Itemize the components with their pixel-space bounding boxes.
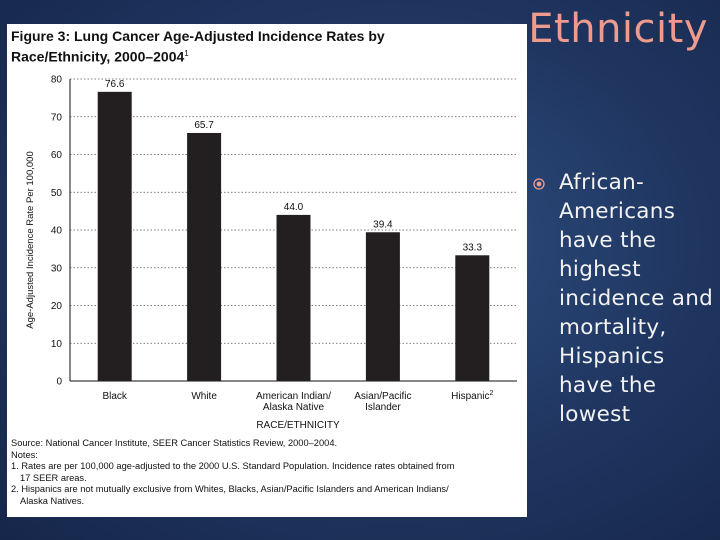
notes-heading: Notes: [11, 449, 38, 460]
circle-bullet-icon [533, 178, 545, 190]
y-tick-label: 20 [51, 301, 63, 312]
bar [365, 232, 400, 381]
figure-panel: Figure 3: Lung Cancer Age-Adjusted Incid… [7, 24, 527, 517]
x-tick-label: White [191, 391, 217, 402]
note-1-line1: 1. Rates are per 100,000 age-adjusted to… [11, 461, 455, 472]
x-tick-label: Hispanic2 [451, 390, 493, 402]
y-tick-label: 80 [51, 75, 63, 86]
data-label: 65.7 [194, 120, 214, 131]
y-tick-label: 60 [51, 150, 63, 161]
bullet-text: African-Americans have the highest incid… [559, 170, 714, 427]
y-axis-label: Age-Adjusted Incidence Rate Per 100,000 [25, 151, 36, 328]
source-note: Source: National Cancer Institute, SEER … [11, 438, 338, 448]
bar-chart: 0 10 20 30 40 50 60 70 80 76.6 Black 65.7 White 44.0 A… [25, 75, 517, 431]
y-tick-label: 40 [51, 226, 63, 237]
x-tick-label: Black [102, 391, 127, 402]
y-tick-label: 10 [51, 339, 63, 350]
y-tick-label: 30 [51, 263, 63, 274]
bar [187, 132, 222, 381]
bar [276, 214, 311, 381]
y-tick-label: 0 [56, 377, 62, 388]
data-label: 44.0 [284, 202, 304, 213]
x-tick-label: Alaska Native [263, 402, 325, 413]
x-tick-label: Islander [365, 402, 401, 413]
y-tick-label: 70 [51, 112, 63, 123]
figure-notes: Source: National Cancer Institute, SEER … [11, 438, 523, 508]
data-label: 76.6 [105, 79, 125, 90]
note-1-line2: 17 SEER areas. [20, 472, 87, 483]
note-2-line2: Alaska Natives. [20, 495, 85, 506]
figure-title-line1: Figure 3: Lung Cancer Age-Adjusted Incid… [11, 28, 385, 44]
x-tick-label: American Indian/ [256, 391, 331, 402]
x-tick-superscript: 2 [490, 390, 494, 397]
x-axis-label: RACE/ETHNICITY [256, 420, 340, 431]
figure-title-superscript: 1 [184, 49, 189, 58]
bar [97, 91, 132, 382]
x-tick-label: Asian/Pacific [354, 391, 411, 402]
bar [455, 255, 490, 381]
figure-title: Figure 3: Lung Cancer Age-Adjusted Incid… [11, 28, 521, 66]
y-tick-label: 50 [51, 188, 63, 199]
data-label: 33.3 [463, 242, 483, 253]
slide-title: Ethnicity [528, 6, 708, 52]
data-label: 39.4 [373, 219, 393, 230]
figure-title-line2: Race/Ethnicity, 2000–20041 [11, 48, 189, 65]
note-2-line1: 2. Hispanics are not mutually exclusive … [11, 484, 449, 495]
